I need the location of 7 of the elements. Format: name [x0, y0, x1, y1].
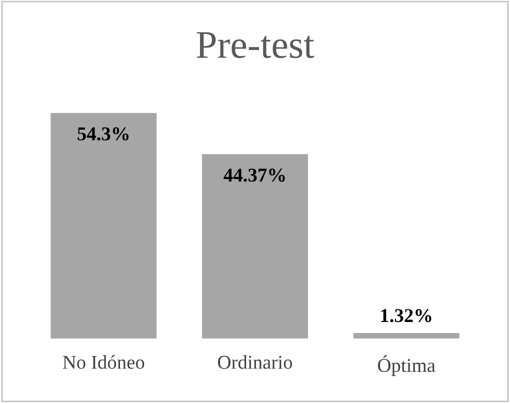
- x-tick-label: No Idóneo: [62, 355, 144, 369]
- data-label: 44.37%: [224, 168, 285, 182]
- data-label: 1.32%: [381, 309, 432, 322]
- x-tick-label: Óptima: [378, 355, 436, 376]
- chart-title: Pre-test: [196, 32, 314, 58]
- x-tick-label: Ordinario: [218, 355, 292, 369]
- data-label: 54.3%: [78, 127, 129, 140]
